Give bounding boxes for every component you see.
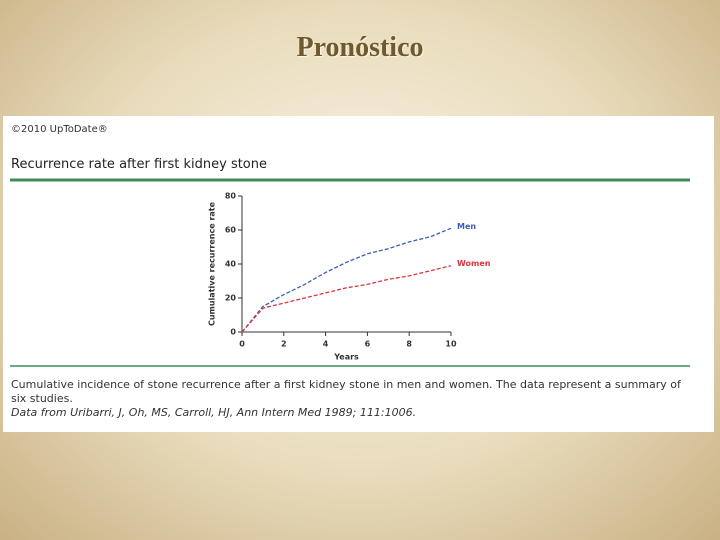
y-tick-label: 0: [230, 328, 236, 337]
y-tick-label: 80: [225, 192, 237, 201]
x-tick-label: 8: [406, 340, 412, 349]
y-tick-label: 60: [225, 226, 237, 235]
x-tick-label: 2: [281, 340, 287, 349]
caption: Cumulative incidence of stone recurrence…: [11, 378, 681, 405]
x-tick-label: 6: [365, 340, 371, 349]
x-tick-label: 0: [239, 340, 245, 349]
series-line: [241, 227, 452, 333]
caption-block: Cumulative incidence of stone recurrence…: [11, 378, 691, 420]
x-axis-label: Years: [333, 353, 359, 362]
series-line: [241, 265, 452, 333]
figure-heading: Recurrence rate after first kidney stone: [11, 157, 268, 172]
copyright: ©2010 UpToDate®: [11, 124, 108, 135]
y-tick-label: 20: [225, 294, 237, 303]
x-tick-label: 4: [323, 340, 329, 349]
series-label: Women: [457, 259, 491, 268]
y-tick-label: 40: [225, 260, 237, 269]
source: Data from Uribarri, J, Oh, MS, Carroll, …: [11, 406, 417, 419]
series-label: Men: [457, 222, 476, 231]
y-axis-label: Cumulative recurrence rate: [208, 201, 217, 326]
slide-title: Pronóstico: [296, 32, 424, 63]
figure-panel: ©2010 UpToDate® Recurrence rate after fi…: [3, 116, 714, 432]
x-tick-label: 10: [445, 340, 457, 349]
